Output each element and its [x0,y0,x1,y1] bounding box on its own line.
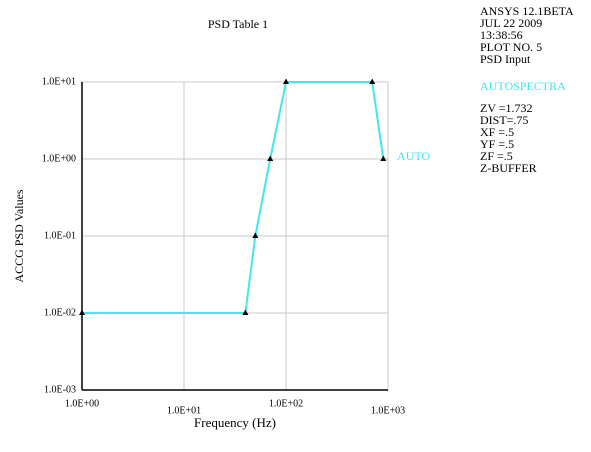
y-axis-label: ACCG PSD Values [12,189,26,282]
info-text: ANSYS 12.1BETA [480,4,574,18]
data-point [242,309,249,315]
data-point [369,78,376,84]
plot-label: AUTOSPECTRA [480,79,566,93]
data-point [79,309,85,315]
view-setting: XF =.5 [480,125,514,139]
data-point [252,232,259,238]
view-setting: ZV =1.732 [480,101,533,115]
y-tick-label: 1.0E-02 [44,307,76,318]
data-point [267,155,274,161]
info-text: 13:38:56 [480,28,523,42]
chart-title: PSD Table 1 [208,17,268,31]
view-setting: YF =.5 [480,137,514,151]
data-point [380,155,387,161]
x-tick-label: 1.0E+01 [167,405,201,416]
view-setting: Z-BUFFER [480,161,537,175]
y-tick-label: 1.0E-01 [44,230,76,241]
x-tick-label: 1.0E+03 [371,405,405,416]
info-text: PLOT NO. 5 [480,40,542,54]
view-setting: DIST=.75 [480,113,528,127]
x-axis-label: Frequency (Hz) [194,415,276,430]
x-tick-label: 1.0E+00 [65,398,99,409]
legend-label: AUTO [397,149,430,163]
y-tick-label: 1.0E+01 [42,76,76,87]
info-text: JUL 22 2009 [480,16,542,30]
x-tick-label: 1.0E+02 [269,398,303,409]
y-tick-label: 1.0E+00 [42,153,76,164]
view-setting: ZF =.5 [480,149,513,163]
data-point [283,78,289,84]
info-text: PSD Input [480,52,531,66]
data-line [82,81,385,314]
y-tick-label: 1.0E-03 [44,384,76,395]
